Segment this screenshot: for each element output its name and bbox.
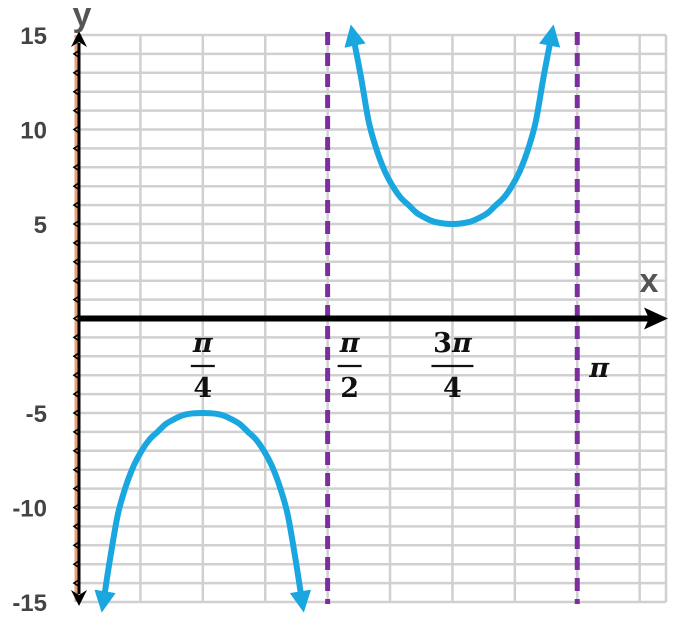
- x-tick-label: 3π4: [431, 328, 474, 404]
- x-tick-pi: π: [588, 353, 610, 384]
- y-tick-label: 15: [20, 23, 47, 50]
- y-axis-tick-mark: [72, 276, 81, 286]
- y-tick-labels: 15 10 5 -5 -10 -15: [12, 23, 47, 617]
- y-axis-tick-mark: [72, 105, 81, 116]
- x-tick-numerator: π: [339, 328, 361, 359]
- y-axis-tick-mark: [72, 162, 81, 172]
- y-axis-tick-mark: [72, 408, 81, 418]
- y-axis-tick-mark: [72, 427, 81, 437]
- y-tick-label: -5: [26, 401, 47, 428]
- y-axis-tick-mark: [72, 200, 81, 210]
- y-axis-tick-mark: [72, 502, 81, 513]
- x-tick-numerator: 3π: [433, 328, 473, 359]
- y-axis-tick-mark: [72, 181, 81, 191]
- x-tick-label: π4: [190, 328, 215, 404]
- y-axis-tick-mark: [72, 446, 81, 456]
- y-axis-tick-mark: [72, 351, 81, 361]
- y-tick-label: -10: [12, 496, 47, 523]
- y-axis-tick-mark: [72, 238, 81, 248]
- grid: [76, 33, 668, 604]
- x-tick-label: π2: [337, 328, 362, 404]
- x-tick-denominator: 2: [340, 373, 359, 404]
- y-axis-tick-mark: [72, 68, 81, 78]
- y-axis-tick-mark: [72, 219, 81, 229]
- axes: [71, 31, 668, 606]
- y-axis-arrow-up: [71, 31, 87, 47]
- y-axis-tick-mark: [72, 257, 81, 267]
- x-tick-denominator: 4: [443, 373, 462, 404]
- x-tick-denominator: 4: [193, 373, 212, 404]
- y-tick-label: 5: [34, 212, 47, 239]
- y-axis-tick-mark: [72, 87, 81, 97]
- y-axis-label: y: [73, 0, 92, 34]
- x-axis-label: x: [640, 262, 659, 300]
- curves: [94, 24, 561, 613]
- x-tick-numerator: π: [192, 328, 214, 359]
- y-axis-tick-mark: [72, 521, 81, 532]
- y-axis-tick-mark: [72, 143, 81, 154]
- curve-branch-upper: [344, 24, 561, 228]
- y-tick-label: -15: [12, 590, 47, 617]
- y-axis-tick-mark: [72, 465, 81, 475]
- y-tick-label: 10: [20, 118, 47, 145]
- y-axis-tick-mark: [72, 483, 81, 494]
- curve-branch-lower: [94, 409, 312, 613]
- y-axis-tick-mark: [72, 124, 81, 135]
- y-axis-arrow-down: [71, 590, 87, 606]
- y-axis-tick-mark: [72, 389, 81, 399]
- y-axis-tick-mark: [72, 294, 81, 305]
- y-axis-tick-mark: [72, 370, 81, 380]
- x-tick-label: π: [588, 353, 610, 384]
- x-axis-arrow: [644, 307, 668, 330]
- y-axis-tick-mark: [72, 540, 81, 550]
- y-axis-tick-mark: [72, 49, 81, 59]
- y-axis-tick-mark: [72, 559, 81, 569]
- y-axis-tick-mark: [72, 332, 81, 343]
- y-axis-tick-mark: [72, 578, 81, 588]
